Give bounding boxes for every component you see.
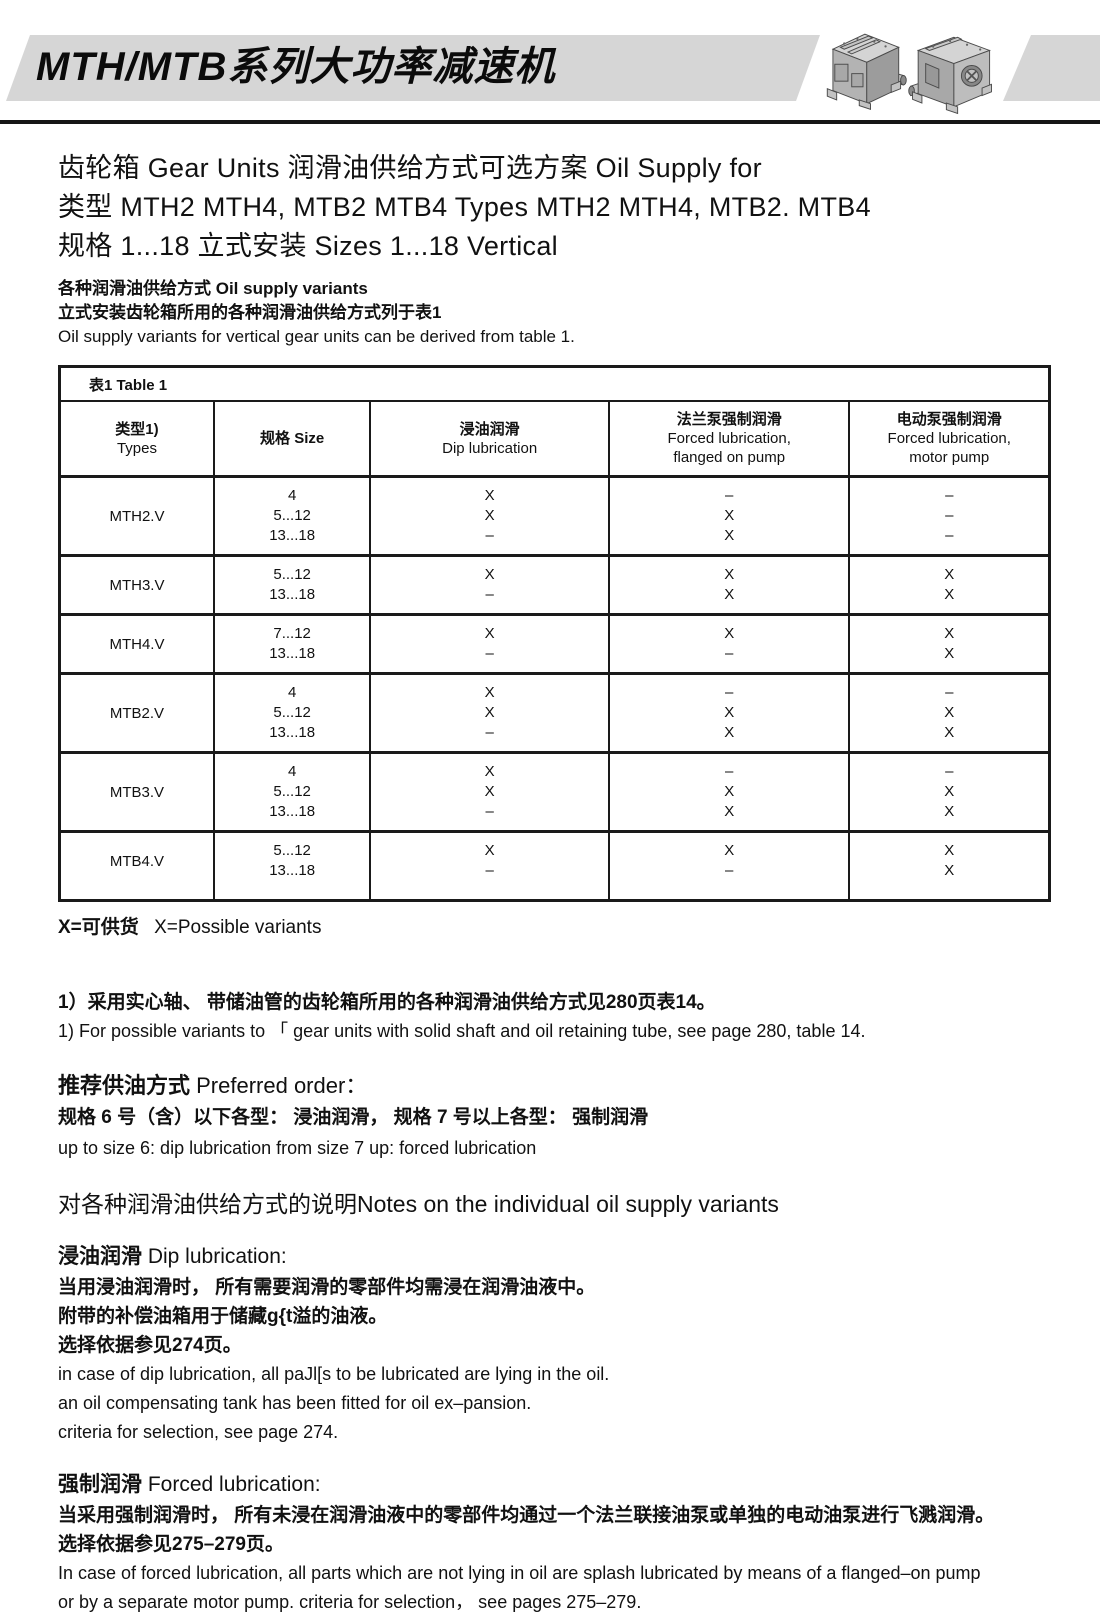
intro-notes: 各种润滑油供给方式 Oil supply variants 立式安装齿轮箱所用的各… <box>58 277 1050 349</box>
text-line: 当采用强制润滑时， 所有未浸在润滑油液中的零部件均通过一个法兰联接油泵或单独的电… <box>58 1505 995 1526</box>
preferred-order-heading: 推荐供油方式 Preferred order： <box>58 1071 1050 1101</box>
sizes-cell: 4 5...12 13...18 <box>212 672 372 754</box>
table-row: MTB4.V 5...12 13...18 X – X – X X <box>58 830 1051 902</box>
table-row: MTH2.V 4 5...12 13...18 X X – – X X – – – <box>58 475 1051 557</box>
text-line: 选择依据参见274页。 <box>58 1335 242 1356</box>
sizes-cell: 5...12 13...18 <box>212 830 372 902</box>
sizes-cell: 4 5...12 13...18 <box>212 751 372 833</box>
page-header: MTH/MTB系列大功率减速机 <box>0 0 1100 125</box>
text-line: 立式安装齿轮箱所用的各种润滑油供给方式列于表1 <box>58 303 442 322</box>
text-line: 1）采用实心轴、 带储油管的齿轮箱所用的各种润滑油供给方式见280页表14。 <box>58 992 716 1013</box>
type-cell: MTH2.V <box>58 475 215 557</box>
col-header-2: 规格 Size <box>212 400 372 478</box>
page-content: 齿轮箱 Gear Units 润滑油供给方式可选方案 Oil Supply fo… <box>58 149 1051 1617</box>
preferred-order-lines: 规格 6 号（含）以下各型： 浸油润滑， 规格 7 号以上各型： 强制润滑 up … <box>58 1103 1050 1163</box>
footnote: 1）采用实心轴、 带储油管的齿轮箱所用的各种润滑油供给方式见280页表14。 1)… <box>58 989 1050 1045</box>
type-cell: MTH4.V <box>58 613 215 675</box>
dip-heading: 浸油润滑 Dip lubrication: <box>58 1243 1050 1271</box>
text-line: 附带的补偿油箱用于储藏g{t溢的油液。 <box>58 1306 388 1327</box>
notes-heading: 对各种润滑油供给方式的说明Notes on the individual oil… <box>58 1191 779 1217</box>
section-title: 齿轮箱 Gear Units 润滑油供给方式可选方案 Oil Supply fo… <box>58 149 1050 266</box>
forced-heading-en: Forced lubrication: <box>142 1473 321 1496</box>
table-caption: 表1 Table 1 <box>58 365 1051 402</box>
text-line: an oil compensating tank has been fitted… <box>58 1393 532 1413</box>
gearbox-illustration-2 <box>908 36 992 115</box>
flanged-cell: X – <box>607 830 851 902</box>
preferred-order-section: 推荐供油方式 Preferred order： 规格 6 号（含）以下各型： 浸… <box>58 1071 1050 1163</box>
text-line: or by a separate motor pump. criteria fo… <box>58 1592 642 1612</box>
gearbox-illustration-1 <box>826 33 907 111</box>
text-line: up to size 6: dip lubrication from size … <box>58 1138 537 1158</box>
preferred-heading-zh: 推荐供油方式 <box>58 1073 191 1098</box>
table-row: MTH3.V 5...12 13...18 X – X X X X <box>58 554 1051 616</box>
forced-lines: 当采用强制润滑时， 所有未浸在润滑油液中的零部件均通过一个法兰联接油泵或单独的电… <box>58 1501 1050 1617</box>
oil-supply-table: 表1 Table 1 类型1) Types 规格 Size 浸油润滑 Dip lubri… <box>58 365 1051 902</box>
dip-heading-zh: 浸油润滑 <box>58 1245 142 1268</box>
text-line: 选择依据参见275–279页。 <box>58 1534 284 1555</box>
col-header-5: 电动泵强制润滑 Forced lubrication, motor pump <box>848 400 1051 478</box>
header-band-right <box>1003 35 1100 101</box>
dip-lines: 当用浸油润滑时， 所有需要润滑的零部件均需浸在润滑油液中。 附带的补偿油箱用于储藏… <box>58 1273 1050 1447</box>
dip-cell: X X – <box>369 751 610 833</box>
text-line: 1) For possible variants to 「 gear units… <box>58 1021 866 1041</box>
text-line: Oil supply variants for vertical gear un… <box>58 327 575 346</box>
col-header-4: 法兰泵强制润滑 Forced lubrication, flanged on pum… <box>607 400 851 478</box>
type-cell: MTB2.V <box>58 672 215 754</box>
col-header-3: 浸油润滑 Dip lubrication <box>369 400 610 478</box>
motor-cell: – X X <box>848 672 1051 754</box>
title-line-3: 规格 1...18 立式安装 Sizes 1...18 Vertical <box>58 231 558 261</box>
table-row: MTH4.V 7...12 13...18 X – X – X X <box>58 613 1051 675</box>
forced-heading: 强制润滑 Forced lubrication: <box>58 1471 1050 1499</box>
title-line-2: 类型 MTH2 MTH4, MTB2 MTB4 Types MTH2 MTH4,… <box>58 192 871 222</box>
text-line: In case of forced lubrication, all parts… <box>58 1563 981 1583</box>
table-row: MTB2.V 4 5...12 13...18 X X – – X X – X X <box>58 672 1051 754</box>
header-band: MTH/MTB系列大功率减速机 <box>6 35 820 101</box>
sizes-cell: 7...12 13...18 <box>212 613 372 675</box>
sizes-cell: 5...12 13...18 <box>212 554 372 616</box>
table-header-row: 类型1) Types 规格 Size 浸油润滑 Dip lubrication 法兰泵强制… <box>58 400 1051 478</box>
title-line-1: 齿轮箱 Gear Units 润滑油供给方式可选方案 Oil Supply fo… <box>58 153 762 183</box>
page-title: MTH/MTB系列大功率减速机 <box>36 45 556 89</box>
text-line: 规格 6 号（含）以下各型： 浸油润滑， 规格 7 号以上各型： 强制润滑 <box>58 1107 649 1128</box>
col-header-1: 类型1) Types <box>58 400 215 478</box>
motor-cell: – X X <box>848 751 1051 833</box>
type-cell: MTH3.V <box>58 554 215 616</box>
text-line: in case of dip lubrication, all paJl[s t… <box>58 1364 610 1384</box>
legend-zh: X=可供货 <box>58 917 139 938</box>
text-line: 各种润滑油供给方式 Oil supply variants <box>58 279 368 298</box>
flanged-cell: X – <box>607 613 851 675</box>
dip-heading-en: Dip lubrication: <box>142 1245 287 1268</box>
flanged-cell: – X X <box>607 672 851 754</box>
dip-lubrication-section: 浸油润滑 Dip lubrication: 当用浸油润滑时， 所有需要润滑的零部… <box>58 1243 1050 1447</box>
header-divider <box>0 120 1100 124</box>
forced-heading-zh: 强制润滑 <box>58 1473 142 1496</box>
flanged-cell: – X X <box>607 751 851 833</box>
dip-cell: X X – <box>369 475 610 557</box>
dip-cell: X – <box>369 830 610 902</box>
legend-en: X=Possible variants <box>154 917 322 938</box>
sizes-cell: 4 5...12 13...18 <box>212 475 372 557</box>
text-line: 当用浸油润滑时， 所有需要润滑的零部件均需浸在润滑油液中。 <box>58 1277 596 1298</box>
dip-cell: X – <box>369 613 610 675</box>
dip-cell: X X – <box>369 672 610 754</box>
flanged-cell: – X X <box>607 475 851 557</box>
motor-cell: – – – <box>848 475 1051 557</box>
table-caption-row: 表1 Table 1 <box>58 365 1051 402</box>
text-line: criteria for selection, see page 274. <box>58 1422 339 1442</box>
table-legend: X=可供货 X=Possible variants <box>58 912 1050 939</box>
preferred-heading-en: Preferred order： <box>190 1073 368 1098</box>
table-row: MTB3.V 4 5...12 13...18 X X – – X X – X X <box>58 751 1051 833</box>
forced-lubrication-section: 强制润滑 Forced lubrication: 当采用强制润滑时， 所有未浸在… <box>58 1471 1050 1617</box>
type-cell: MTB4.V <box>58 830 215 902</box>
dip-cell: X – <box>369 554 610 616</box>
type-cell: MTB3.V <box>58 751 215 833</box>
